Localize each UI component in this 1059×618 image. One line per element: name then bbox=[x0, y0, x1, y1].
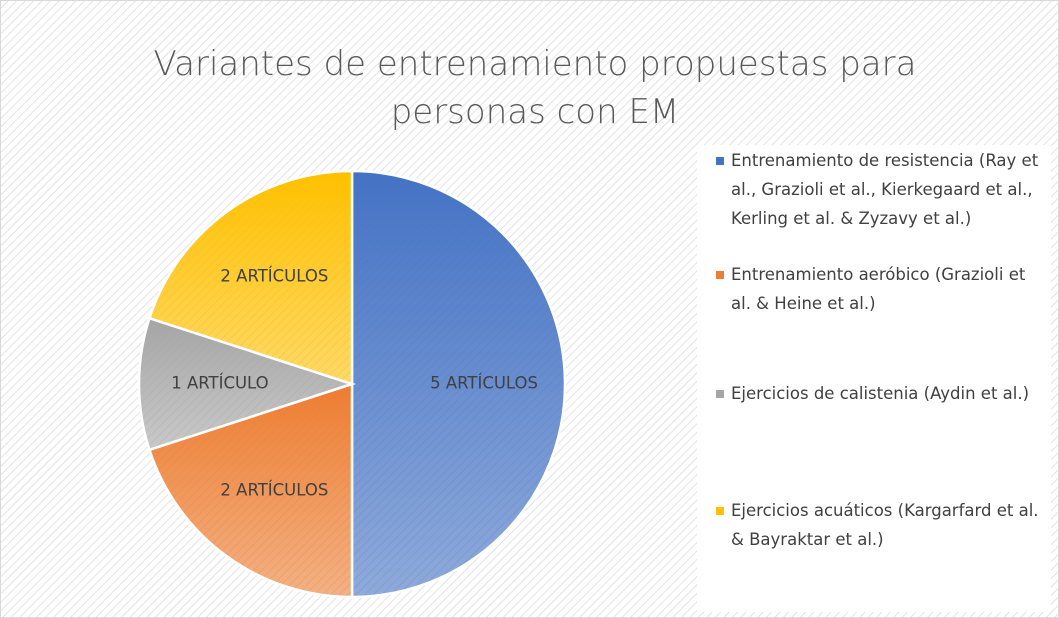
legend-item: Entrenamiento de resistencia (Ray et al.… bbox=[716, 146, 1046, 233]
pie-slice bbox=[137, 316, 357, 452]
data-label: 1 ARTÍCULO bbox=[171, 374, 268, 393]
legend-item: Ejercicios acuáticos (Kargarfard et al. … bbox=[716, 496, 1046, 554]
legend-label: Ejercicios de calistenia (Aydin et al.) bbox=[731, 384, 1030, 403]
pie-slice bbox=[147, 169, 354, 386]
pie-slice bbox=[147, 382, 354, 599]
legend-background bbox=[697, 145, 1051, 612]
legend-label: Entrenamiento aeróbico (Grazioli et al. … bbox=[731, 265, 1026, 313]
legend-item: Ejercicios de calistenia (Aydin et al.) bbox=[716, 379, 1046, 408]
data-label: 2 ARTÍCULOS bbox=[220, 480, 328, 499]
legend-swatch bbox=[716, 507, 724, 515]
pie-slice bbox=[350, 169, 567, 599]
data-label: 2 ARTÍCULOS bbox=[220, 267, 328, 286]
legend-item: Entrenamiento aeróbico (Grazioli et al. … bbox=[716, 260, 1046, 318]
legend-label: Ejercicios acuáticos (Kargarfard et al. … bbox=[731, 501, 1039, 549]
chart-title: Variantes de entrenamiento propuestas pa… bbox=[153, 44, 917, 132]
legend-swatch bbox=[716, 271, 724, 279]
legend-swatch bbox=[716, 157, 724, 165]
legend-swatch bbox=[716, 390, 724, 398]
legend-label: Entrenamiento de resistencia (Ray et al.… bbox=[731, 151, 1039, 228]
data-label: 5 ARTÍCULOS bbox=[430, 374, 538, 393]
